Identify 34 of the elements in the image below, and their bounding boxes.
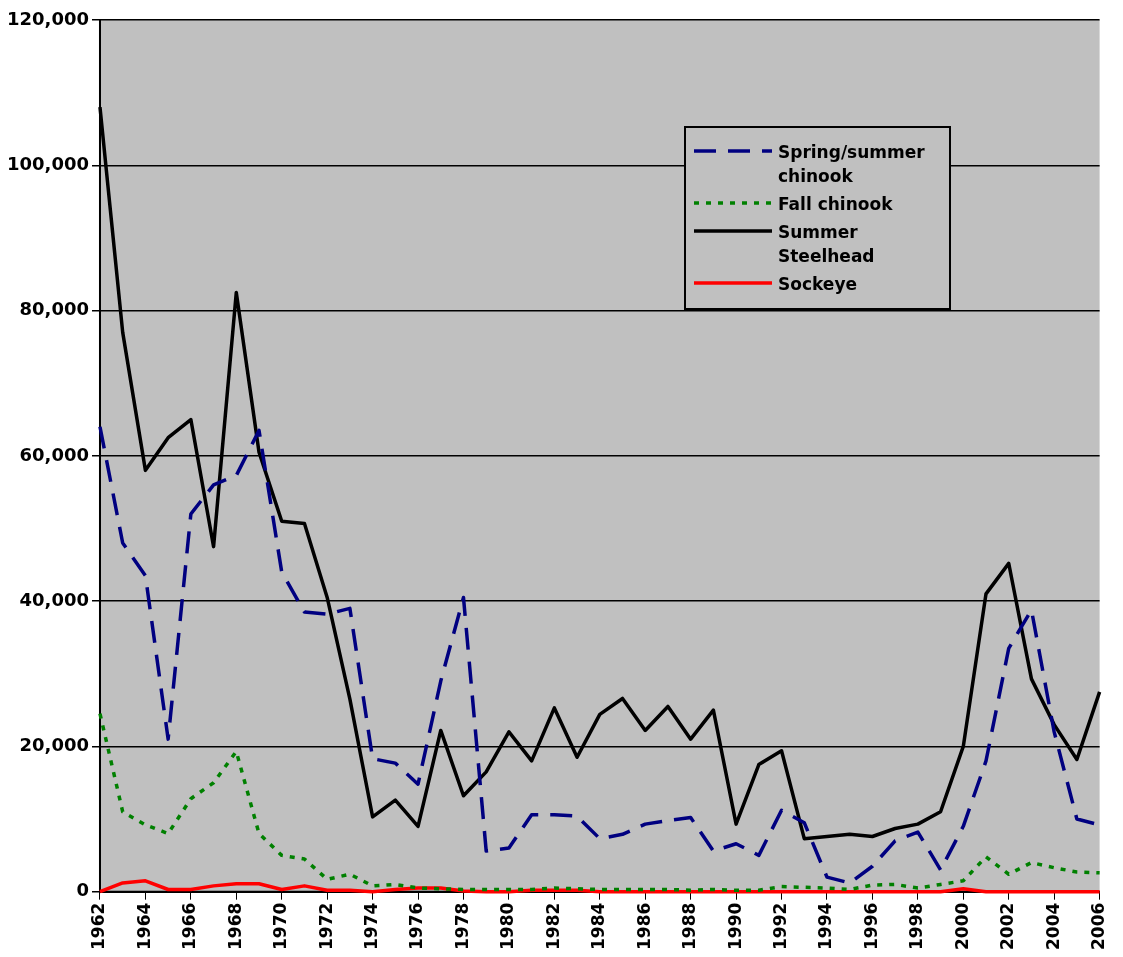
y-tick-label: 120,000 [7, 7, 89, 29]
x-tick-label: 1968 [224, 902, 245, 951]
x-tick-label: 1962 [88, 902, 109, 951]
y-tick-label: 0 [76, 879, 89, 901]
x-tick-label: 1994 [815, 902, 836, 951]
y-tick-label: 100,000 [7, 152, 89, 174]
x-tick-label: 1974 [361, 902, 382, 951]
x-tick-label: 1982 [542, 902, 563, 951]
x-tick-label: 1990 [724, 902, 745, 951]
x-tick-label: 2006 [1088, 902, 1109, 951]
x-tick-label: 1996 [860, 902, 881, 951]
x-tick-label: 1972 [315, 902, 336, 951]
y-tick-label: 60,000 [19, 443, 89, 465]
x-tick-label: 1966 [179, 902, 200, 951]
x-tick-label: 2004 [1042, 902, 1063, 951]
x-tick-label: 1986 [633, 902, 654, 951]
x-tick-label: 1992 [769, 902, 790, 951]
x-tick-label: 1998 [906, 902, 927, 951]
x-tick-label: 1980 [497, 902, 518, 951]
legend-label: Fall chinook [778, 193, 894, 216]
x-tick-label: 1978 [451, 902, 472, 951]
x-tick-label: 2002 [997, 902, 1018, 951]
legend-label: Sockeye [778, 273, 858, 296]
x-tick-label: 1970 [270, 902, 291, 951]
x-tick-label: 1964 [133, 902, 154, 951]
legend-label: Summer Steelhead [778, 221, 876, 268]
y-tick-label: 20,000 [19, 734, 89, 756]
y-tick-label: 40,000 [19, 588, 89, 610]
x-tick-label: 1984 [588, 902, 609, 951]
legend-label: Spring/summer chinook [778, 141, 926, 188]
x-tick-label: 1988 [679, 902, 700, 951]
x-tick-label: 2000 [951, 902, 972, 951]
y-tick-label: 80,000 [19, 298, 89, 320]
x-tick-label: 1976 [406, 902, 427, 951]
